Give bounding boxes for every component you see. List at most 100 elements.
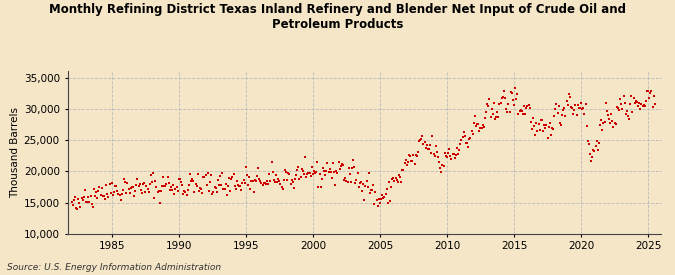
Point [240, 181, 250, 186]
Point [566, 105, 576, 109]
Point [441, 154, 452, 158]
Point [618, 94, 629, 98]
Point [437, 163, 448, 167]
Point [94, 185, 105, 189]
Point [220, 182, 231, 186]
Point [551, 102, 562, 106]
Point [273, 177, 284, 181]
Point [178, 192, 188, 197]
Point [518, 111, 529, 116]
Point [250, 179, 261, 183]
Point [385, 185, 396, 189]
Point [520, 112, 531, 116]
Point [85, 194, 96, 199]
Point [361, 179, 372, 183]
Point [556, 123, 566, 127]
Point [395, 175, 406, 179]
Point [327, 176, 338, 180]
Point [78, 198, 88, 202]
Point [598, 121, 609, 125]
Point [265, 179, 276, 183]
Point [111, 183, 122, 188]
Point [424, 146, 435, 151]
Point [158, 175, 169, 179]
Point [304, 170, 315, 175]
Point [453, 152, 464, 156]
Point [583, 142, 594, 147]
Point [215, 174, 225, 178]
Point [612, 106, 623, 111]
Point [112, 189, 123, 193]
Point [572, 103, 583, 107]
Point [99, 194, 109, 198]
Point [269, 178, 279, 182]
Point [484, 97, 495, 101]
Point [497, 95, 508, 100]
Point [542, 136, 553, 140]
Point [557, 112, 568, 117]
Point [213, 183, 224, 187]
Point [429, 154, 440, 159]
Point [446, 156, 457, 161]
Point [601, 108, 612, 113]
Point [414, 138, 425, 142]
Point [445, 154, 456, 158]
Point [375, 201, 385, 205]
Point [339, 178, 350, 182]
Point [324, 166, 335, 171]
Point [434, 159, 445, 164]
Point [243, 183, 254, 188]
Point [211, 186, 221, 191]
Point [646, 89, 657, 93]
Point [580, 102, 591, 106]
Point [315, 185, 326, 189]
Point [597, 128, 608, 132]
Point [198, 175, 209, 179]
Point [73, 197, 84, 201]
Point [272, 180, 283, 184]
Point [589, 148, 600, 153]
Point [84, 200, 95, 204]
Point [181, 192, 192, 197]
Point [123, 186, 134, 191]
Point [576, 101, 587, 105]
Point [313, 185, 324, 189]
Point [232, 179, 242, 183]
Point [276, 185, 287, 189]
Point [554, 103, 564, 108]
Point [632, 100, 643, 105]
Point [457, 135, 468, 139]
Point [219, 186, 230, 191]
Point [508, 97, 518, 102]
Point [627, 109, 638, 114]
Point [373, 204, 383, 208]
Point [343, 166, 354, 170]
Point [100, 197, 111, 201]
Point [358, 182, 369, 187]
Point [90, 194, 101, 199]
Point [172, 188, 183, 193]
Point [525, 120, 536, 124]
Point [217, 171, 227, 176]
Point [475, 125, 486, 130]
Point [319, 169, 329, 173]
Point [227, 175, 238, 179]
Point [200, 173, 211, 177]
Point [586, 159, 597, 163]
Point [380, 192, 391, 197]
Point [408, 153, 419, 157]
Point [486, 107, 497, 111]
Point [470, 114, 481, 119]
Point [622, 109, 632, 114]
Point [321, 169, 331, 174]
Point [279, 168, 290, 172]
Point [465, 136, 476, 140]
Point [539, 123, 549, 127]
Point [145, 173, 156, 177]
Point [169, 191, 180, 196]
Point [359, 198, 370, 203]
Point [246, 179, 256, 183]
Point [103, 195, 114, 199]
Point [261, 182, 271, 186]
Point [570, 103, 581, 107]
